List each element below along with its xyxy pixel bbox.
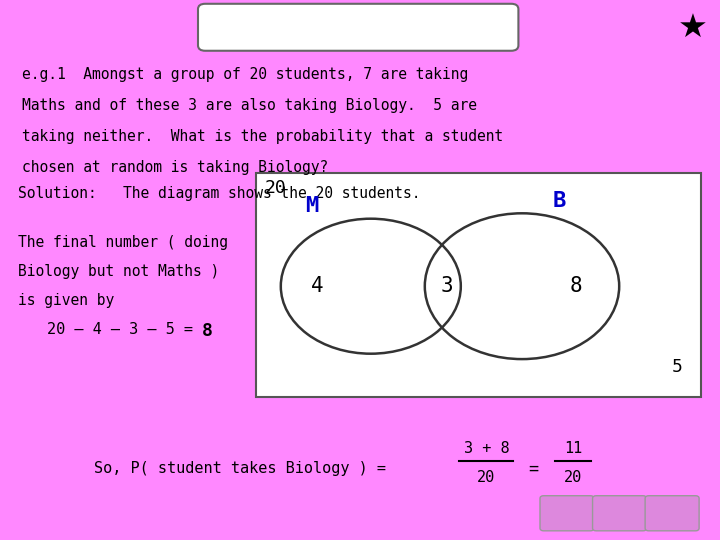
Text: ◄: ◄ (561, 506, 573, 521)
Text: ►: ► (613, 506, 626, 521)
Text: Maths and of these 3 are also taking Biology.  5 are: Maths and of these 3 are also taking Bio… (22, 98, 477, 113)
FancyBboxPatch shape (540, 496, 594, 531)
Text: M: M (305, 196, 318, 216)
Text: is given by: is given by (18, 293, 114, 308)
Text: e.g.1  Amongst a group of 20 students, 7 are taking: e.g.1 Amongst a group of 20 students, 7 … (22, 68, 468, 83)
Text: chosen at random is taking Biology?: chosen at random is taking Biology? (22, 160, 328, 175)
Text: So, P( student takes Biology ) =: So, P( student takes Biology ) = (94, 461, 386, 476)
Text: 20: 20 (564, 470, 582, 485)
FancyBboxPatch shape (256, 173, 701, 397)
Text: ↑: ↑ (666, 506, 678, 521)
Text: 11: 11 (564, 441, 582, 456)
Text: ★: ★ (678, 11, 708, 45)
FancyBboxPatch shape (198, 4, 518, 51)
FancyBboxPatch shape (645, 496, 699, 531)
Text: 3: 3 (440, 276, 453, 296)
Text: 8: 8 (570, 276, 582, 296)
Text: Solution:   The diagram shows the 20 students.: Solution: The diagram shows the 20 stude… (18, 186, 420, 201)
Text: 3 + 8: 3 + 8 (464, 441, 509, 456)
Text: 4: 4 (310, 276, 323, 296)
Text: 20: 20 (477, 470, 495, 485)
Text: taking neither.  What is the probability that a student: taking neither. What is the probability … (22, 129, 503, 144)
Text: B: B (553, 191, 566, 211)
Text: 20 – 4 – 3 – 5 =: 20 – 4 – 3 – 5 = (47, 322, 202, 338)
Text: The final number ( doing: The final number ( doing (18, 235, 228, 250)
Text: 20: 20 (264, 179, 286, 197)
Text: Biology but not Maths ): Biology but not Maths ) (18, 264, 220, 279)
Text: 8: 8 (202, 322, 212, 340)
Text: Venn Diagrams: Venn Diagrams (276, 17, 440, 37)
Text: 5: 5 (672, 359, 683, 376)
FancyBboxPatch shape (593, 496, 647, 531)
Text: =: = (528, 460, 539, 478)
